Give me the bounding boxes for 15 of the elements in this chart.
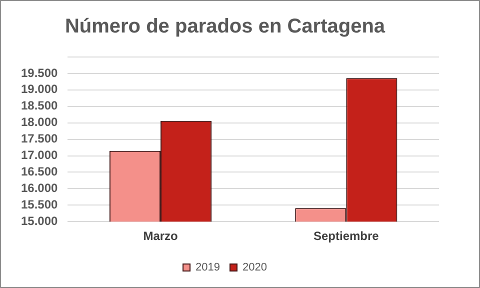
y-tick-label: 17.500 xyxy=(21,132,58,146)
x-tick-label: Marzo xyxy=(143,229,178,244)
y-tick-label: 18.000 xyxy=(21,115,58,130)
y-tick-label: 19.000 xyxy=(21,82,58,96)
y-tick-label: 16.500 xyxy=(21,164,58,179)
y-tick-label: 16.000 xyxy=(21,180,58,195)
chart-title: Número de parados en Cartagena xyxy=(64,16,386,38)
y-tick-label: 15.500 xyxy=(21,197,58,212)
x-tick-label: Septiembre xyxy=(313,229,380,244)
y-tick-label: 18.500 xyxy=(21,98,58,113)
y-tick-label: 17.000 xyxy=(21,148,58,162)
y-tick-label: 19.500 xyxy=(21,66,58,80)
legend-label: 2019 xyxy=(196,262,220,274)
legend-label: 2020 xyxy=(242,262,267,274)
y-tick-label: 15.000 xyxy=(21,214,58,228)
